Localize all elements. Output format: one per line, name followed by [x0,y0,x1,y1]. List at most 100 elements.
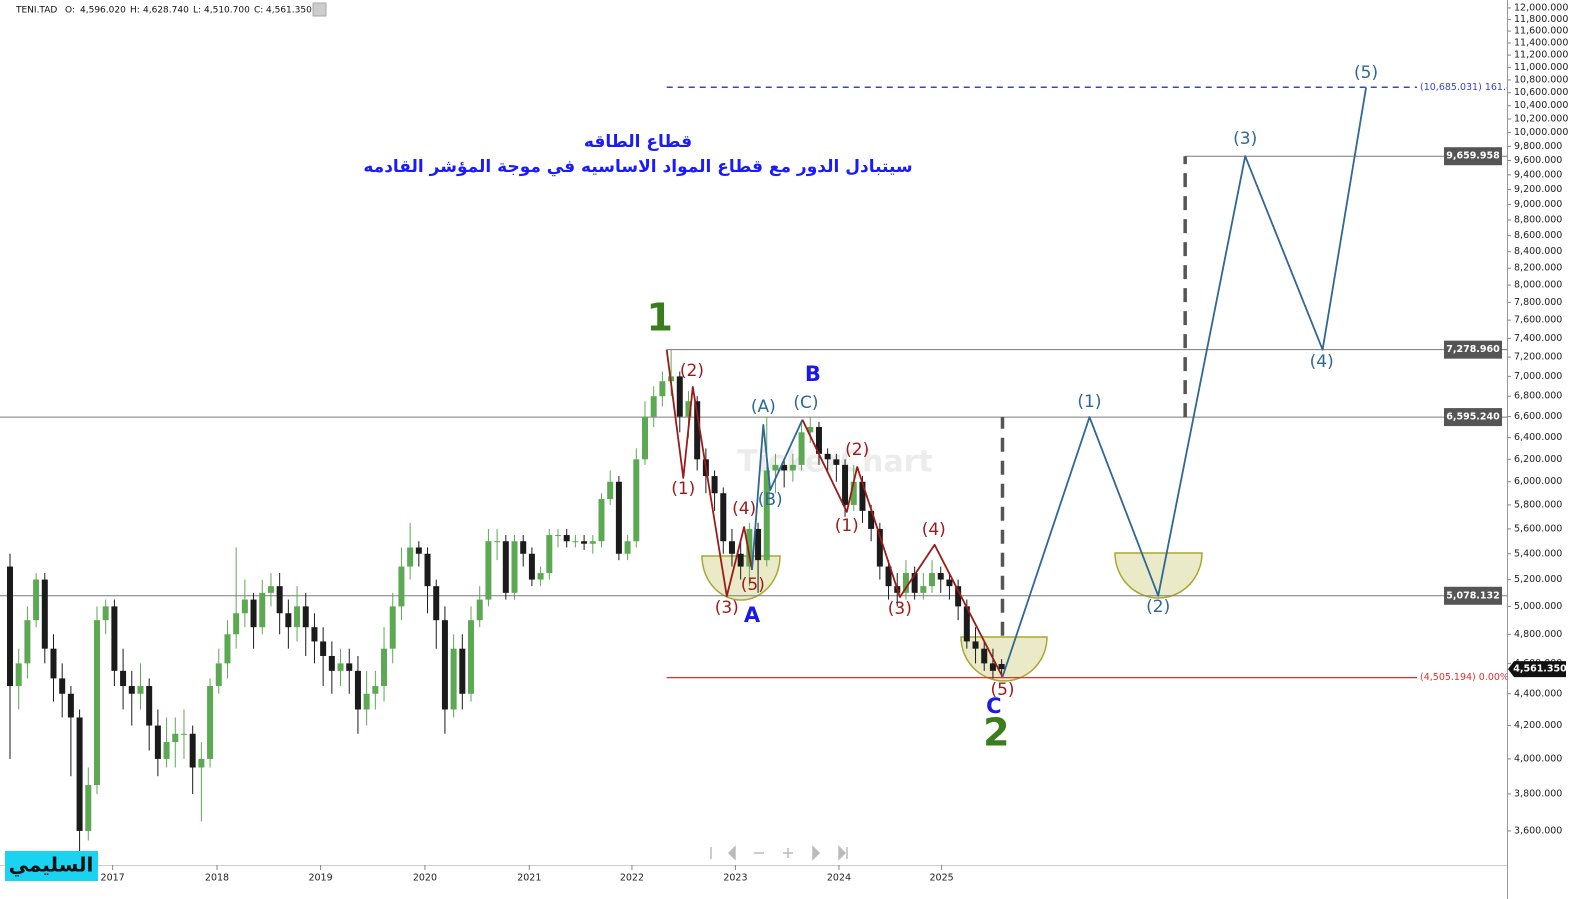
candle-body [650,396,657,417]
wave-line [665,349,753,597]
y-tick-label: 7,200.000 [1514,352,1562,363]
nav-end[interactable] [838,845,848,861]
candle-body [694,401,701,460]
y-tick-label: 6,400.000 [1514,432,1562,443]
candle-body [415,547,422,554]
y-tick-label: 9,600.000 [1514,155,1562,166]
wave-label: (1) [835,516,859,536]
level-tag-label: 7,278.960 [1446,344,1500,355]
y-tick-label: 10,400.000 [1514,100,1568,111]
field-value: 4,510.700 [204,6,250,16]
candle-body [476,599,483,621]
wave-label: A [744,603,761,627]
y-tick-label: 7,600.000 [1514,315,1562,326]
level-tag [1444,408,1502,427]
candle-body [876,528,883,567]
y-tick-label: 7,000.000 [1514,371,1562,382]
y-tick-label: 11,000.000 [1514,62,1568,73]
candle-body [93,620,100,786]
y-tick-label: 6,200.000 [1514,454,1562,465]
x-tick-label: 2021 [517,873,541,884]
chart-title: قطاع الطاقه [584,132,692,152]
y-tick-label: 4,400.000 [1514,688,1562,699]
candle-body [789,464,796,471]
candle-body [424,553,431,587]
candle-body [555,535,562,537]
candle-body [659,381,666,397]
symbol: TENI.TAD [15,6,57,16]
candle-body [563,535,570,542]
badge-box [5,851,98,881]
candle-body [633,459,640,542]
wave-label: (4) [1310,352,1334,372]
nav-zoom-in[interactable] [783,848,793,858]
candle-body [981,648,988,664]
candle-body [824,453,831,460]
nav-forward[interactable] [812,845,821,861]
candle-body [502,541,509,593]
wave-label: (2) [1146,597,1170,617]
candle-body [241,599,248,614]
y-tick-label: 10,000.000 [1514,127,1568,138]
candle-body [250,599,257,628]
field-value: 4,628.740 [143,6,189,16]
candle-body [41,579,48,649]
field-value: 4,596.020 [80,6,126,16]
candle-body [146,686,153,726]
y-tick-label: 11,200.000 [1514,50,1568,61]
candle-body [267,586,274,593]
candle-body [128,686,135,694]
x-tick-label: 2023 [723,873,747,884]
candle-body [937,573,944,580]
candle-body [868,510,875,529]
wave-label: (1) [1077,392,1101,412]
wave-label: (5) [1354,63,1378,83]
navigation [710,845,848,861]
candle-body [372,686,379,694]
candle-body [955,586,962,607]
wave-label: C [986,694,1001,718]
fib-label: (4,505.194) 0.00% [1420,672,1509,683]
y-tick-label: 5,000.000 [1514,601,1562,612]
bowl [960,636,1048,682]
candle-body [624,541,631,554]
candle-body [989,663,996,671]
y-tick-label: 5,600.000 [1514,523,1562,534]
candle-body [311,627,318,642]
y-tick-label: 10,200.000 [1514,114,1568,125]
candle-body [468,620,475,694]
candle-body [294,606,301,628]
wave-label: (5) [741,575,765,595]
candle-body [276,586,283,614]
candle-body [520,541,527,554]
fib-label: (10,685.031) 161.8 [1420,82,1512,93]
candle-body [328,655,335,671]
candle-body [859,481,866,511]
candle-body [615,481,622,554]
nav-back[interactable] [727,845,736,861]
y-tick-label: 10,800.000 [1514,74,1568,85]
field-key: C: [254,6,263,16]
y-tick-label: 3,800.000 [1514,788,1562,799]
header-button[interactable] [312,2,327,17]
field-value: 4,561.350 [266,6,312,16]
wave-label: (2) [680,361,704,381]
candle-body [537,573,544,580]
candle-body [398,566,405,607]
wave-label: (1) [671,479,695,499]
y-tick-label: 11,600.000 [1514,26,1568,37]
y-tick-label: 3,600.000 [1514,825,1562,836]
level-tag-label: 9,659.958 [1446,151,1500,162]
x-tick-label: 2018 [205,873,229,884]
candle-body [198,758,205,768]
wave-label: 1 [647,295,673,339]
price-tag-label: 4,561.350 [1513,664,1567,675]
y-tick-label: 9,000.000 [1514,199,1562,210]
wave-label: B [805,362,821,386]
wave-label: (5) [990,680,1014,700]
y-tick-label: 12,000.000 [1514,2,1568,13]
field-key: H: [130,6,140,16]
chart-subtitle: سيتبادل الدور مع قطاع المواد الاساسيه في… [363,157,912,177]
candle-body [381,648,388,687]
candle-body [494,541,501,543]
